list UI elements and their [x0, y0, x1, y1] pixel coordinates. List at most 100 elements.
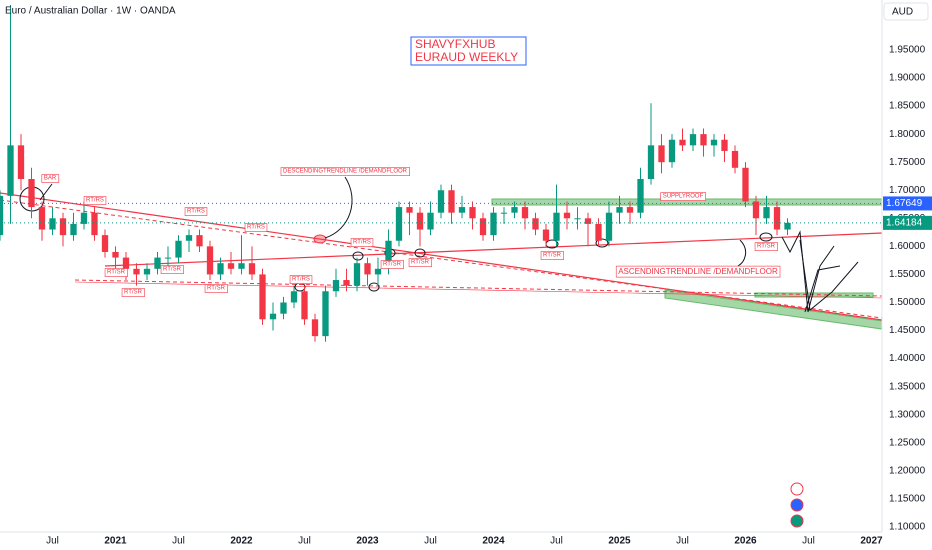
support-line	[74, 279, 883, 297]
annotation-box	[121, 288, 145, 297]
annotation: RT/SR	[411, 260, 430, 266]
annotation: RT/SR	[543, 253, 562, 259]
y-tick-label: 1.10000	[889, 522, 926, 533]
candle-body	[521, 207, 529, 219]
annotation: RT/RS	[247, 225, 265, 231]
candle-body	[416, 212, 424, 230]
y-tick-label: 1.80000	[889, 129, 926, 140]
candle-body	[164, 257, 172, 259]
y-tick-label: 1.50000	[889, 297, 926, 308]
projection	[799, 239, 859, 311]
annotation: RT/SR	[207, 286, 226, 292]
annotation-box	[204, 284, 228, 293]
candle-body	[752, 201, 760, 219]
candle-body	[122, 257, 130, 269]
marker-circle	[368, 282, 380, 292]
candle-body	[311, 319, 319, 337]
annotation: RT/RS	[187, 209, 205, 215]
icon[interactable]	[790, 514, 804, 528]
candle-body	[374, 268, 382, 275]
candle-body	[227, 263, 235, 269]
y-tick-label: 1.20000	[889, 465, 926, 476]
annotation-box	[280, 167, 410, 176]
candle-body	[721, 139, 728, 151]
annotation: RT/SR	[163, 267, 182, 273]
x-tick-label: Jul	[298, 536, 311, 547]
y-tick-label: 1.30000	[889, 409, 926, 420]
y-tick-label: 1.55000	[889, 269, 926, 280]
projection	[804, 265, 841, 313]
candle-body	[710, 139, 718, 146]
icon[interactable]	[790, 498, 804, 512]
marker-circle	[595, 238, 609, 248]
candle-body	[616, 207, 623, 213]
candle-body	[500, 212, 508, 214]
candle-body	[784, 222, 791, 230]
candle-body	[322, 291, 329, 337]
annotation-box	[660, 192, 706, 201]
candle-body	[563, 212, 571, 219]
candle-body	[280, 302, 287, 314]
candle-body	[595, 223, 602, 241]
marker-circle	[313, 234, 327, 244]
last-price-box	[883, 215, 932, 230]
connector	[324, 176, 353, 239]
candle-body	[637, 179, 644, 213]
annotation: RT/SR	[757, 244, 776, 250]
annotation-box	[184, 207, 208, 216]
candle-body	[647, 145, 655, 180]
level-label-box	[883, 196, 932, 211]
candle-body	[668, 139, 676, 163]
projection	[781, 230, 835, 313]
candle-body	[133, 268, 140, 275]
y-tick-label: 1.25000	[889, 437, 926, 448]
x-tick-label: 2024	[482, 536, 505, 547]
candle-body	[490, 212, 497, 236]
candle-body	[175, 240, 182, 258]
currency: AUD	[892, 7, 913, 18]
candle-body	[59, 218, 67, 236]
y-tick-label: 1.45000	[889, 325, 926, 336]
annotation: RT/SR	[107, 270, 126, 276]
candle-body	[731, 150, 739, 168]
candle-body	[143, 268, 151, 275]
y-tick-label: 1.90000	[889, 73, 926, 84]
annotation: BAR	[44, 176, 57, 182]
annotation-box	[41, 174, 60, 183]
candle-body	[38, 207, 46, 230]
candle-body	[689, 134, 697, 146]
chart-title: SHAVYFXHUB	[415, 37, 495, 51]
x-tick-label: 2023	[356, 536, 379, 547]
annotation-box	[244, 223, 268, 232]
drawings	[0, 5, 883, 342]
x-tick-label: Jul	[550, 536, 563, 547]
candle-body	[532, 218, 539, 230]
ascending-trendline	[104, 232, 883, 267]
x-tick-label: 2021	[104, 536, 127, 547]
candle-body	[406, 207, 413, 213]
candle-body	[91, 212, 98, 236]
x-tick-label: 2027	[860, 536, 883, 547]
annotation: RT/RS	[292, 277, 310, 283]
y-tick-label: 1.85000	[889, 101, 926, 112]
icon[interactable]	[790, 482, 804, 496]
candle-body	[742, 167, 749, 202]
x-tick-label: 2022	[230, 536, 253, 547]
candle-body	[658, 145, 665, 163]
annotation-box	[540, 251, 564, 260]
candle-body	[238, 263, 245, 269]
candle-body	[112, 251, 119, 258]
annotation: ASCENDINGTRENDLINE /DEMANDFLOOR	[618, 267, 778, 276]
descending-trendline	[0, 192, 883, 321]
candle-body	[469, 207, 476, 219]
candle-body	[248, 263, 256, 275]
x-tick-label: 2025	[608, 536, 631, 547]
candle-body	[584, 218, 592, 224]
level-label: 1.67649	[886, 198, 923, 209]
symbol-header: Euro / Australian Dollar · 1W · OANDA	[5, 6, 176, 17]
x-tick-label: Jul	[424, 536, 437, 547]
y-tick-label: 1.40000	[889, 353, 926, 364]
x-tick-label: 2026	[734, 536, 757, 547]
